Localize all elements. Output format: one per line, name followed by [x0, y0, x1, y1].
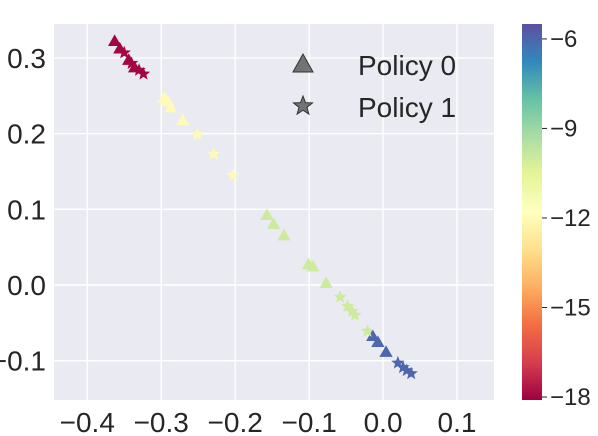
- triangle-point: [107, 34, 122, 46]
- x-tick-label: 0.0: [364, 407, 403, 436]
- plot-area: [54, 24, 494, 400]
- legend-triangle-marker: [292, 52, 314, 73]
- y-axis-ticks: 0.3 0.2 0.1 0.0 −0.1: [0, 43, 46, 377]
- triangle-point: [277, 228, 291, 241]
- colorbar-tick-label: −6: [550, 26, 577, 53]
- triangle-point: [260, 208, 274, 220]
- legend-entry-policy-1: Policy 1: [292, 92, 456, 123]
- triangle-point: [379, 345, 393, 357]
- colorbar-ticks: −6 −9 −12 −15 −18: [542, 26, 591, 411]
- star-point: [190, 127, 205, 141]
- star-point: [400, 363, 414, 377]
- star-point: [132, 63, 146, 76]
- star-point: [404, 366, 418, 380]
- triangle-point: [266, 217, 281, 230]
- colorbar: −6 −9 −12 −15 −18: [522, 24, 591, 411]
- colorbar-tick-label: −9: [550, 115, 577, 142]
- plot-background: [54, 24, 494, 400]
- y-tick-label: −0.1: [0, 346, 46, 377]
- triangle-point: [306, 259, 320, 272]
- grid: [54, 24, 494, 400]
- x-tick-label: 0.1: [438, 407, 477, 436]
- triangle-point: [366, 329, 380, 342]
- star-point: [226, 168, 240, 181]
- colorbar-tick-label: −12: [550, 205, 591, 232]
- x-tick-label: −0.2: [208, 407, 263, 436]
- triangle-point: [371, 335, 385, 348]
- star-point: [360, 324, 375, 337]
- legend-label-policy-1: Policy 1: [358, 92, 456, 123]
- star-point: [391, 355, 405, 369]
- colorbar-tick-label: −15: [550, 294, 591, 321]
- star-point: [345, 304, 359, 318]
- y-tick-label: 0.3: [7, 43, 46, 74]
- legend-label-policy-0: Policy 0: [358, 50, 456, 81]
- y-tick-label: 0.0: [7, 270, 46, 301]
- colorbar-gradient: [522, 24, 542, 400]
- star-point: [396, 360, 410, 374]
- triangle-point: [164, 100, 178, 113]
- star-point: [117, 45, 131, 59]
- triangle-point: [319, 276, 333, 289]
- x-tick-label: −0.4: [60, 407, 115, 436]
- legend: Policy 0 Policy 1: [292, 50, 456, 123]
- y-tick-label: 0.2: [7, 119, 46, 150]
- star-point: [333, 290, 347, 303]
- data-points: [107, 34, 418, 380]
- star-point: [340, 299, 355, 312]
- star-point: [136, 66, 151, 80]
- legend-star-marker: [292, 94, 314, 116]
- x-tick-label: −0.1: [281, 407, 336, 436]
- colorbar-tick-label: −18: [550, 384, 591, 411]
- triangle-point: [176, 113, 190, 126]
- legend-entry-policy-0: Policy 0: [292, 50, 456, 81]
- y-tick-label: 0.1: [7, 194, 46, 225]
- x-axis-ticks: −0.4 −0.3 −0.2 −0.1 0.0 0.1: [60, 407, 477, 436]
- x-tick-label: −0.3: [134, 407, 189, 436]
- star-point: [348, 308, 362, 321]
- star-point: [124, 56, 139, 69]
- star-point: [207, 147, 221, 160]
